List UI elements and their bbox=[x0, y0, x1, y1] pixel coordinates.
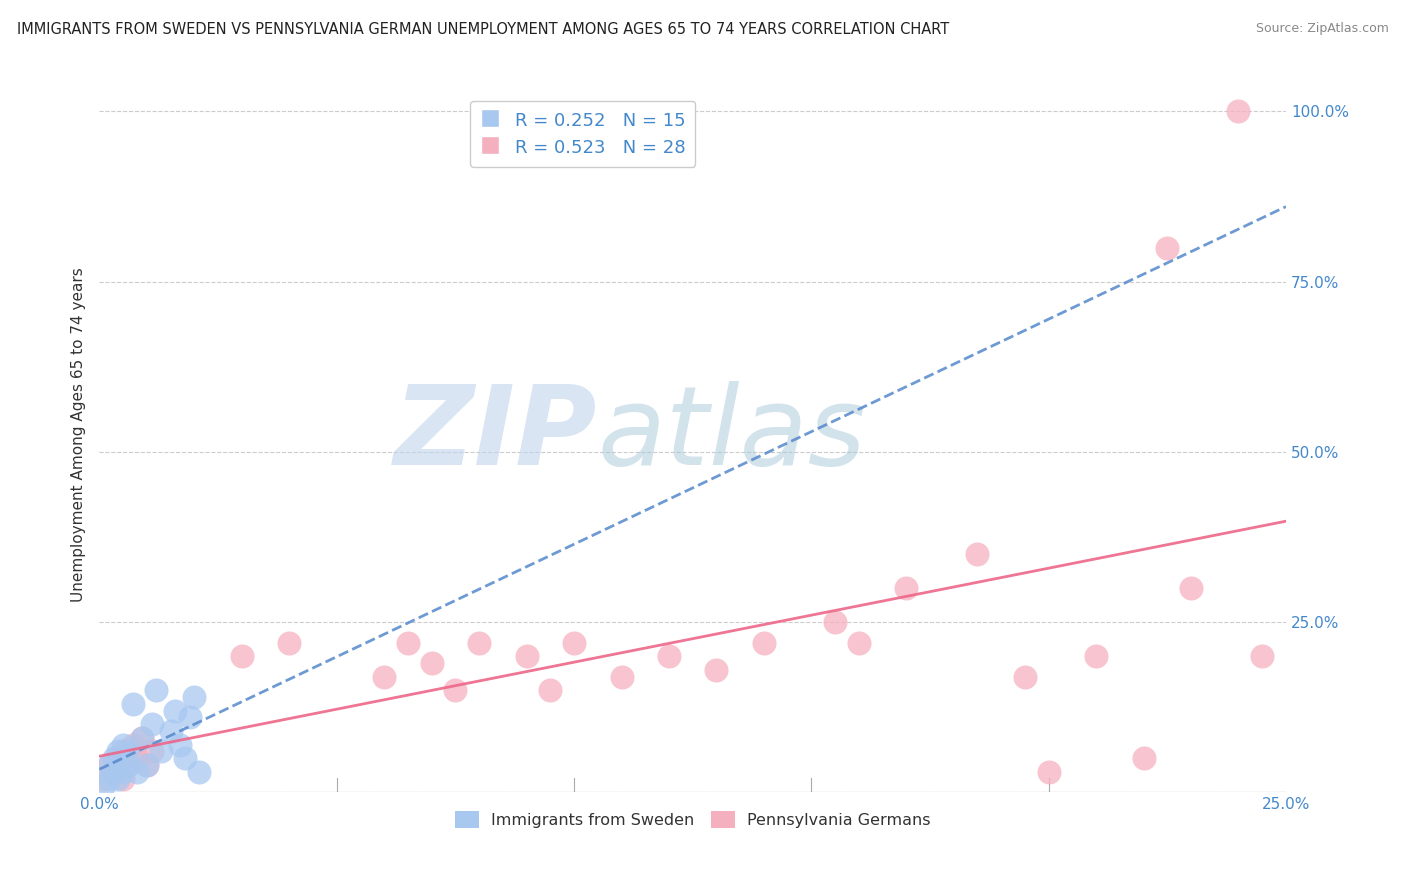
Point bbox=[131, 731, 153, 745]
Text: Source: ZipAtlas.com: Source: ZipAtlas.com bbox=[1256, 22, 1389, 36]
Point bbox=[420, 656, 443, 670]
Point bbox=[103, 764, 125, 779]
Point bbox=[1180, 581, 1202, 595]
Point bbox=[444, 683, 467, 698]
Point bbox=[117, 758, 139, 772]
Y-axis label: Unemployment Among Ages 65 to 74 years: Unemployment Among Ages 65 to 74 years bbox=[72, 268, 86, 602]
Point bbox=[97, 758, 120, 772]
Point bbox=[112, 772, 135, 786]
Point bbox=[127, 751, 149, 765]
Point bbox=[159, 724, 181, 739]
Text: atlas: atlas bbox=[598, 382, 866, 489]
Point bbox=[135, 758, 157, 772]
Point bbox=[188, 764, 211, 779]
Point bbox=[610, 669, 633, 683]
Point bbox=[752, 635, 775, 649]
Point bbox=[562, 635, 585, 649]
Point bbox=[97, 758, 120, 772]
Point bbox=[121, 738, 143, 752]
Point bbox=[112, 764, 135, 779]
Point bbox=[1014, 669, 1036, 683]
Point bbox=[278, 635, 301, 649]
Point bbox=[117, 758, 139, 772]
Point bbox=[231, 649, 253, 664]
Point bbox=[824, 615, 846, 629]
Point bbox=[1251, 649, 1274, 664]
Point bbox=[127, 764, 149, 779]
Point bbox=[1156, 241, 1178, 255]
Point bbox=[150, 744, 173, 758]
Point bbox=[173, 751, 195, 765]
Point bbox=[165, 704, 187, 718]
Point bbox=[93, 772, 115, 786]
Point bbox=[1227, 104, 1250, 119]
Point bbox=[107, 772, 129, 786]
Point bbox=[706, 663, 728, 677]
Point bbox=[107, 751, 129, 765]
Point bbox=[141, 744, 163, 758]
Point bbox=[373, 669, 395, 683]
Point bbox=[658, 649, 681, 664]
Point bbox=[121, 697, 143, 711]
Point bbox=[141, 717, 163, 731]
Point bbox=[896, 581, 918, 595]
Point bbox=[131, 731, 153, 745]
Point bbox=[1085, 649, 1108, 664]
Point bbox=[145, 683, 167, 698]
Point bbox=[468, 635, 491, 649]
Point bbox=[117, 744, 139, 758]
Point bbox=[183, 690, 205, 704]
Point bbox=[848, 635, 870, 649]
Point bbox=[179, 710, 201, 724]
Point bbox=[516, 649, 538, 664]
Point bbox=[169, 738, 191, 752]
Point bbox=[93, 779, 115, 793]
Text: ZIP: ZIP bbox=[394, 382, 598, 489]
Point bbox=[107, 744, 129, 758]
Point bbox=[103, 751, 125, 765]
Point bbox=[112, 738, 135, 752]
Legend: Immigrants from Sweden, Pennsylvania Germans: Immigrants from Sweden, Pennsylvania Ger… bbox=[449, 805, 938, 834]
Point bbox=[112, 744, 135, 758]
Point bbox=[1038, 764, 1060, 779]
Point bbox=[966, 547, 988, 561]
Point bbox=[538, 683, 561, 698]
Point bbox=[103, 764, 125, 779]
Point bbox=[1132, 751, 1154, 765]
Text: IMMIGRANTS FROM SWEDEN VS PENNSYLVANIA GERMAN UNEMPLOYMENT AMONG AGES 65 TO 74 Y: IMMIGRANTS FROM SWEDEN VS PENNSYLVANIA G… bbox=[17, 22, 949, 37]
Point bbox=[396, 635, 419, 649]
Point bbox=[135, 758, 157, 772]
Point bbox=[97, 772, 120, 786]
